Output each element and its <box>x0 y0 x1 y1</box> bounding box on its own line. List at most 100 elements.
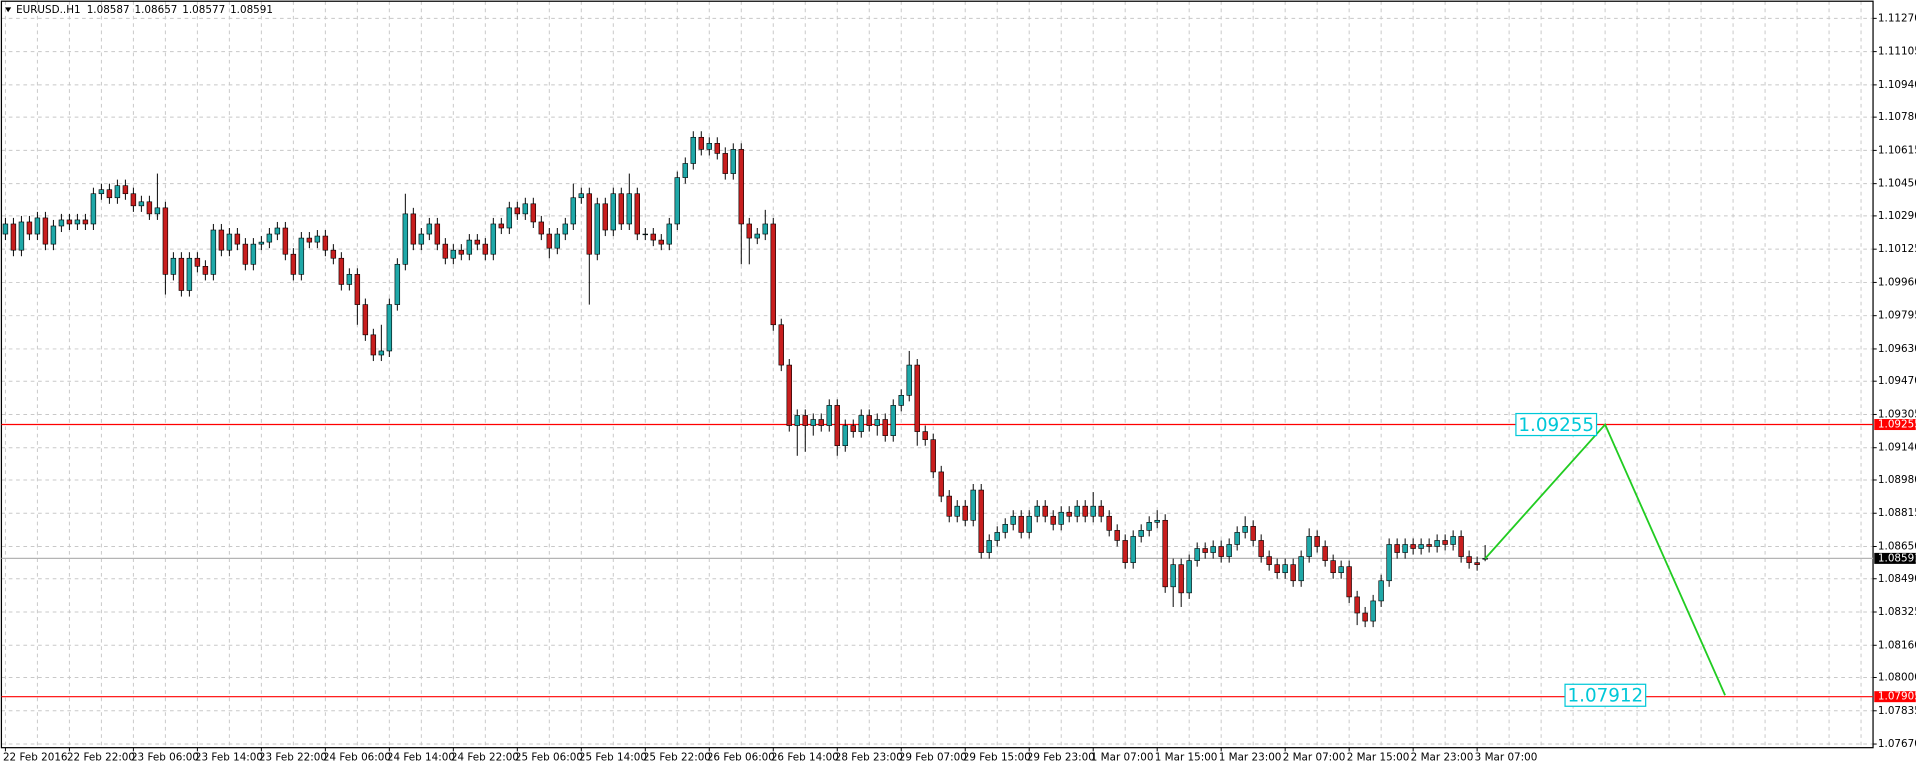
candle-body <box>362 304 369 336</box>
y-tick-label: 1.09140 <box>1878 442 1916 454</box>
x-tick-label: 28 Feb 23:00 <box>835 751 903 763</box>
y-tick-label: 1.08490 <box>1878 573 1916 585</box>
projection-label-box <box>1564 683 1647 707</box>
candle-body <box>346 274 353 285</box>
header-low: 1.08577 <box>182 4 225 16</box>
candle-body <box>938 471 944 497</box>
candle-body <box>522 203 529 215</box>
candle-body <box>514 207 521 215</box>
candle-body <box>506 207 513 229</box>
candle-body <box>642 233 648 236</box>
candle-body <box>842 425 848 447</box>
candle-body <box>34 217 41 235</box>
candle-body <box>954 505 960 517</box>
x-tick-label: 24 Feb 06:00 <box>323 751 391 763</box>
candle-body <box>314 235 321 243</box>
candle-body <box>2 223 9 235</box>
level-label-box <box>1874 419 1916 431</box>
candle-body <box>922 431 928 440</box>
x-tick-label: 23 Feb 06:00 <box>131 751 199 763</box>
candle-body <box>1170 564 1176 588</box>
candle-body <box>826 405 832 426</box>
candle-body <box>138 201 145 207</box>
candle-body <box>1242 526 1248 533</box>
candle-body <box>402 213 409 265</box>
x-tick-label: 22 Feb 22:00 <box>67 751 135 763</box>
candle-body <box>1066 511 1072 517</box>
candle-body <box>1138 530 1144 537</box>
candle-body <box>1210 546 1216 553</box>
candle-body <box>650 233 656 241</box>
y-tick-label: 1.08160 <box>1878 639 1916 651</box>
level-label: 1.07905 <box>1878 691 1916 703</box>
x-tick-label: 25 Feb 14:00 <box>579 751 647 763</box>
candle-body <box>1226 544 1232 557</box>
candle-body <box>1186 560 1192 594</box>
candle-body <box>1418 544 1424 549</box>
candle-body <box>562 223 569 235</box>
candle-body <box>442 243 449 259</box>
candle-body <box>674 177 680 225</box>
current-price-box <box>1874 552 1916 564</box>
candle-body <box>1098 505 1104 517</box>
candle-body <box>802 415 808 426</box>
candle-body <box>554 233 561 249</box>
candle-body <box>1258 540 1264 557</box>
candle-body <box>570 197 577 225</box>
level-label-box <box>1874 691 1916 703</box>
candle-body <box>426 223 433 235</box>
candle-body <box>962 505 968 521</box>
y-tick-label: 1.07835 <box>1878 705 1916 717</box>
x-tick-label: 29 Feb 15:00 <box>963 751 1031 763</box>
chart-title: EURUSD..H1 <box>16 4 81 16</box>
y-tick-label: 1.11105 <box>1878 46 1916 58</box>
candle-body <box>490 223 497 255</box>
x-tick-label: 1 Mar 23:00 <box>1219 751 1282 763</box>
candle-body <box>10 223 17 251</box>
candle-body <box>1282 564 1288 574</box>
candle-body <box>762 223 768 235</box>
candle-body <box>1370 600 1376 622</box>
candle-body <box>1162 519 1168 588</box>
y-tick-label: 1.10615 <box>1878 144 1916 156</box>
x-tick-label: 23 Feb 14:00 <box>195 751 263 763</box>
candle-body <box>466 239 473 255</box>
candle-body <box>306 237 313 243</box>
candle-body <box>18 221 25 251</box>
y-tick-label: 1.10940 <box>1878 79 1916 91</box>
candle-body <box>26 221 33 235</box>
y-tick-label: 1.09630 <box>1878 343 1916 355</box>
y-tick-label: 1.08325 <box>1878 606 1916 618</box>
y-tick-label: 1.08980 <box>1878 474 1916 486</box>
candle-body <box>746 223 752 239</box>
x-tick-label: 24 Feb 14:00 <box>387 751 455 763</box>
candle-body <box>1002 524 1008 533</box>
candle-body <box>266 233 273 243</box>
candle-body <box>850 425 856 432</box>
candle-body <box>898 395 904 406</box>
candle-body <box>1402 544 1408 553</box>
x-tick-label: 23 Feb 22:00 <box>259 751 327 763</box>
candle-body <box>130 193 137 207</box>
candle-body <box>890 405 896 436</box>
candle-body <box>1234 532 1240 545</box>
candle-body <box>786 364 792 426</box>
candle-body <box>1442 540 1448 545</box>
candle-body <box>1298 556 1304 582</box>
x-tick-label: 2 Mar 15:00 <box>1347 751 1410 763</box>
candle-body <box>1034 505 1040 517</box>
candle-body <box>930 439 936 473</box>
candle-body <box>282 227 289 255</box>
candle-body <box>1010 515 1016 525</box>
candle-body <box>602 203 609 231</box>
x-tick-label: 25 Feb 06:00 <box>515 751 583 763</box>
candle-body <box>866 415 872 426</box>
candle-body <box>186 257 193 291</box>
candle-body <box>498 223 505 229</box>
candle-body <box>690 136 696 164</box>
chart-header: EURUSD..H1 1.08587 1.08657 1.08577 1.08591 <box>16 4 273 16</box>
x-tick-label: 26 Feb 06:00 <box>707 751 775 763</box>
candle-body <box>770 223 776 326</box>
candle-body <box>666 223 672 245</box>
